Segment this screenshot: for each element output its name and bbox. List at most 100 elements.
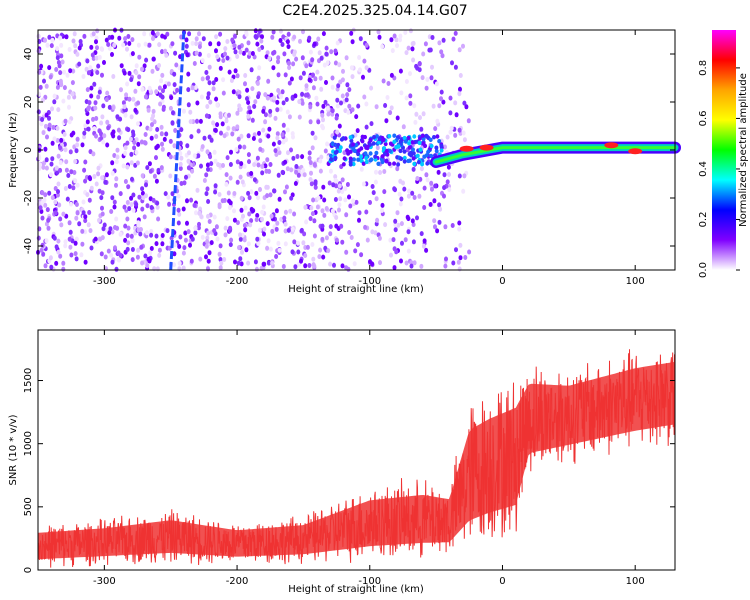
spectrogram-cell	[129, 202, 134, 207]
spectrogram-cell	[434, 145, 439, 150]
spectrogram-cell	[242, 223, 247, 228]
spectrogram-cell	[435, 134, 440, 139]
spectrogram-cell	[448, 95, 453, 101]
spectrogram-cell	[74, 202, 79, 207]
spectrogram-cell	[308, 104, 313, 110]
spectrogram-cell	[443, 263, 448, 269]
spectrogram-cell	[396, 162, 401, 167]
spectrogram-cell	[154, 134, 159, 139]
spectrogram-cell	[174, 62, 179, 68]
spectrogram-cell	[433, 126, 438, 132]
spectrogram-cell	[69, 132, 74, 138]
spectrogram-cell	[229, 149, 233, 155]
snr-y-tick-label: 0	[23, 567, 34, 573]
spectrogram-cell	[230, 37, 235, 43]
spectrogram-cell	[188, 109, 193, 115]
spectrogram-cell	[275, 135, 280, 141]
spectrogram-cell	[69, 201, 73, 207]
spectrogram-cell	[398, 33, 403, 39]
spectrogram-cell	[172, 143, 177, 149]
spectrogram-cell	[160, 141, 164, 147]
spectrogram-cell	[425, 177, 430, 183]
spectrogram-cell	[67, 119, 72, 125]
spectrogram-cell	[457, 91, 462, 97]
spectrogram-cell	[466, 118, 471, 124]
spectrogram-cell	[136, 227, 141, 233]
spectrogram-cell	[96, 94, 101, 100]
spectrogram-cell	[326, 111, 331, 117]
spectrogram-cell	[105, 90, 110, 96]
spectrogram-cell	[206, 95, 210, 101]
spectrogram-cell	[417, 140, 422, 146]
spectrogram-cell	[277, 140, 282, 145]
spectrogram-cell	[40, 200, 45, 205]
snr-y-ticks: 0 500 1000 1500	[23, 368, 675, 573]
spectrogram-cell	[280, 169, 285, 175]
spectrogram-cell	[292, 51, 297, 57]
spectrogram-cell	[68, 149, 73, 155]
spectrogram-cell	[301, 167, 306, 173]
spectrogram-cell	[207, 219, 212, 224]
spectrogram-cell	[147, 85, 152, 91]
snr-y-tick-label: 1500	[23, 368, 34, 393]
spectrogram-cell	[204, 191, 209, 197]
spectrogram-cell	[89, 44, 94, 50]
spectrogram-cell	[86, 70, 91, 76]
spectrogram-cell	[377, 136, 382, 142]
spectrogram-cell	[247, 105, 252, 111]
spectrogram-cell	[411, 156, 416, 161]
spectrogram-cell	[345, 148, 350, 153]
spectrogram-cell	[156, 167, 161, 173]
spectrogram-cell	[188, 119, 193, 125]
spectrogram-cell	[413, 119, 418, 125]
spectrogram-cell	[213, 158, 218, 164]
spectrogram-cell	[250, 51, 255, 56]
spectrogram-cell	[333, 174, 338, 180]
spectrogram-cell	[133, 88, 138, 94]
spectrogram-cell	[315, 204, 320, 210]
spectrogram-cell	[359, 154, 364, 159]
spectrogram-cell	[432, 218, 437, 224]
spectrogram-cell	[242, 163, 247, 169]
spectrogram-cell	[383, 222, 388, 228]
spectrogram-cell	[125, 246, 130, 252]
spectrogram-cell	[344, 212, 349, 218]
spectrogram-cell	[125, 81, 130, 87]
spectrogram-cell	[437, 219, 442, 225]
spectrogram-cell	[401, 124, 406, 130]
spectrogram-cell	[61, 260, 66, 266]
spectrogram-cell	[159, 124, 164, 130]
spectrogram-cell	[126, 184, 131, 190]
spectrogram-cell	[375, 134, 379, 139]
spectrogram-cell	[399, 221, 404, 227]
spectrogram-cell	[230, 131, 235, 137]
spectrogram-cell	[56, 189, 60, 195]
spectrogram-cell	[178, 166, 183, 171]
spectrogram-cell	[142, 140, 147, 146]
spectrogram-cell	[462, 137, 467, 143]
spectrogram-cell	[281, 34, 286, 40]
spectrogram-cell	[86, 222, 91, 228]
spectrogram-cell	[38, 205, 43, 211]
spectrogram-cell	[73, 240, 78, 246]
spectrogram-cell	[411, 57, 416, 63]
spectrogram-cell	[88, 176, 93, 182]
spectrogram-cell	[113, 245, 117, 251]
spectrogram-cell	[316, 36, 321, 42]
spectrogram-cell	[304, 219, 309, 225]
spectrogram-cell	[47, 115, 51, 121]
spectrogram-cell	[145, 125, 150, 131]
spectrogram-cell	[89, 245, 94, 251]
spectrogram-cell	[300, 154, 305, 160]
spectrogram-cell	[197, 51, 202, 57]
spectrogram-cell	[402, 149, 407, 154]
spectrogram-cell	[311, 197, 316, 203]
spectrogram-cell	[218, 265, 223, 271]
spectrogram-cell	[143, 41, 148, 47]
spectrogram-cell	[166, 81, 171, 87]
spectrogram-cell	[330, 108, 335, 114]
spectrogram-cell	[333, 48, 338, 54]
diagonal-line-mark	[169, 29, 186, 271]
spectrogram-cell	[110, 52, 114, 57]
spectrogram-cell	[318, 158, 323, 164]
